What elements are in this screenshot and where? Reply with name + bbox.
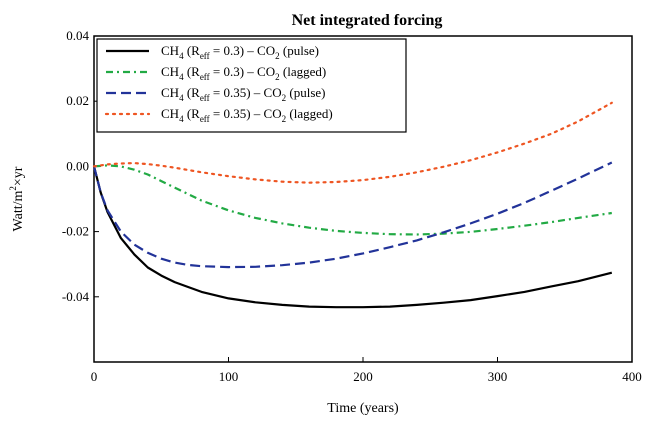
legend-label-1: CH4 (Reff = 0.3) – CO2 (pulse) — [161, 43, 319, 61]
x-tick-label: 0 — [91, 369, 98, 384]
legend-label-3: CH4 (Reff = 0.35) – CO2 (pulse) — [161, 85, 325, 103]
chart-title: Net integrated forcing — [292, 12, 443, 29]
legend-label-part: eff — [200, 72, 210, 82]
y-axis-title-unit: ×yr — [11, 166, 26, 186]
legend-label-part: (pulse) — [286, 85, 325, 100]
series-layer — [92, 101, 613, 309]
legend-label-part: 2 — [282, 114, 287, 124]
legend-label-part: 2 — [282, 93, 287, 103]
legend-label-part: 2 — [275, 51, 280, 61]
legend-label-part: (R — [184, 43, 201, 58]
legend-label-part: (pulse) — [280, 43, 319, 58]
legend-label-part: (lagged) — [286, 106, 333, 121]
legend-label-part: eff — [200, 93, 210, 103]
legend-label-part: (R — [184, 85, 201, 100]
legend-label-part: CH — [161, 64, 179, 79]
legend-label-part: (R — [184, 106, 201, 121]
legend-label-part: 2 — [275, 72, 280, 82]
legend-label-part: = 0.35) – CO — [210, 106, 282, 121]
axis-ticks: 0 100 200 300 400 0.04 0.02 0.00 -0.02 -0.04 — [62, 28, 642, 384]
legend-label-2: CH4 (Reff = 0.3) – CO2 (lagged) — [161, 64, 326, 82]
legend: CH4 (Reff = 0.3) – CO2 (pulse)CH4 (Reff … — [96, 38, 407, 133]
legend-label-part: = 0.35) – CO — [210, 85, 282, 100]
x-tick-label: 300 — [488, 369, 508, 384]
y-tick-label: -0.02 — [62, 224, 89, 239]
legend-label-part: (lagged) — [280, 64, 327, 79]
y-tick-label: 0.02 — [66, 93, 89, 108]
series-line-1 — [92, 166, 613, 309]
legend-label-4: CH4 (Reff = 0.35) – CO2 (lagged) — [161, 106, 333, 124]
legend-label-part: eff — [200, 114, 210, 124]
y-axis-title: Watt/m2×yr — [8, 166, 26, 231]
legend-label-part: = 0.3) – CO — [210, 64, 275, 79]
x-tick-label: 100 — [219, 369, 239, 384]
x-tick-label: 400 — [622, 369, 642, 384]
legend-label-part: 4 — [179, 51, 184, 61]
legend-label-part: 4 — [179, 72, 184, 82]
legend-label-part: CH — [161, 43, 179, 58]
legend-label-part: = 0.3) – CO — [210, 43, 275, 58]
legend-label-part: eff — [200, 51, 210, 61]
series-line-2 — [93, 164, 612, 236]
series-line-3 — [92, 161, 613, 269]
legend-label-part: CH — [161, 106, 179, 121]
legend-label-part: 4 — [179, 93, 184, 103]
legend-label-part: CH — [161, 85, 179, 100]
legend-label-part: 4 — [179, 114, 184, 124]
y-axis-title-sup: 2 — [8, 186, 18, 191]
y-tick-label: 0.00 — [66, 158, 89, 173]
legend-box — [96, 38, 407, 133]
x-axis-title: Time (years) — [327, 401, 399, 416]
legend-label-part: (R — [184, 64, 201, 79]
y-tick-label: 0.04 — [66, 28, 89, 43]
x-tick-label: 200 — [353, 369, 373, 384]
y-tick-label: -0.04 — [62, 289, 90, 304]
series-line-4 — [92, 101, 613, 184]
y-axis-title-main: Watt/m — [11, 190, 26, 231]
